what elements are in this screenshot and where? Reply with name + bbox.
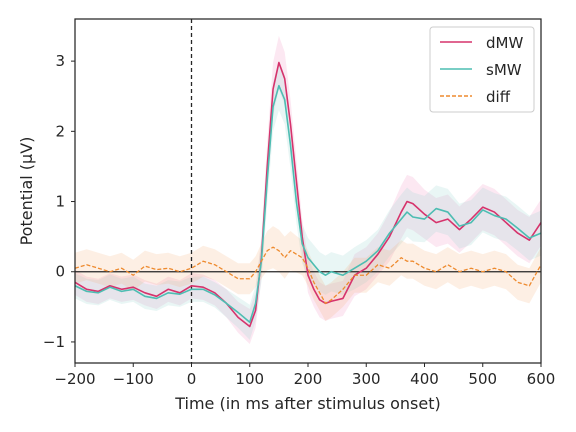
- plot-area: [74, 19, 542, 363]
- x-tick-label: −100: [113, 370, 154, 388]
- x-tick-label: 500: [468, 370, 497, 388]
- x-tick-label: 400: [410, 370, 439, 388]
- y-tick-label: −1: [43, 333, 65, 351]
- x-axis-title: Time (in ms after stimulus onset): [174, 394, 441, 413]
- confidence-band-dmw: [75, 35, 541, 345]
- x-axis-ticks: −200 −100 0 100 200 300 400 500 600: [54, 363, 555, 388]
- legend-frame: [429, 26, 535, 113]
- y-axis-ticks: −1 0 1 2 3: [43, 52, 75, 351]
- legend-label-dmw: dMW: [486, 34, 523, 52]
- y-tick-label: 3: [55, 52, 65, 70]
- legend: dMW sMW diff: [429, 26, 535, 113]
- y-tick-label: 1: [55, 193, 65, 211]
- legend-label-diff: diff: [486, 88, 511, 106]
- series-line-dmw: [74, 61, 542, 328]
- y-axis-title: Potential (μV): [17, 137, 36, 246]
- x-tick-label: 0: [187, 370, 197, 388]
- x-tick-label: 600: [527, 370, 556, 388]
- y-tick-label: 2: [55, 122, 65, 140]
- x-tick-label: 100: [235, 370, 264, 388]
- y-tick-label: 0: [55, 263, 65, 281]
- legend-label-smw: sMW: [486, 61, 522, 79]
- x-tick-label: 300: [352, 370, 381, 388]
- series-line-smw: [74, 84, 542, 324]
- x-tick-label: 200: [294, 370, 323, 388]
- confidence-band-smw: [75, 61, 541, 340]
- x-tick-label: −200: [54, 370, 95, 388]
